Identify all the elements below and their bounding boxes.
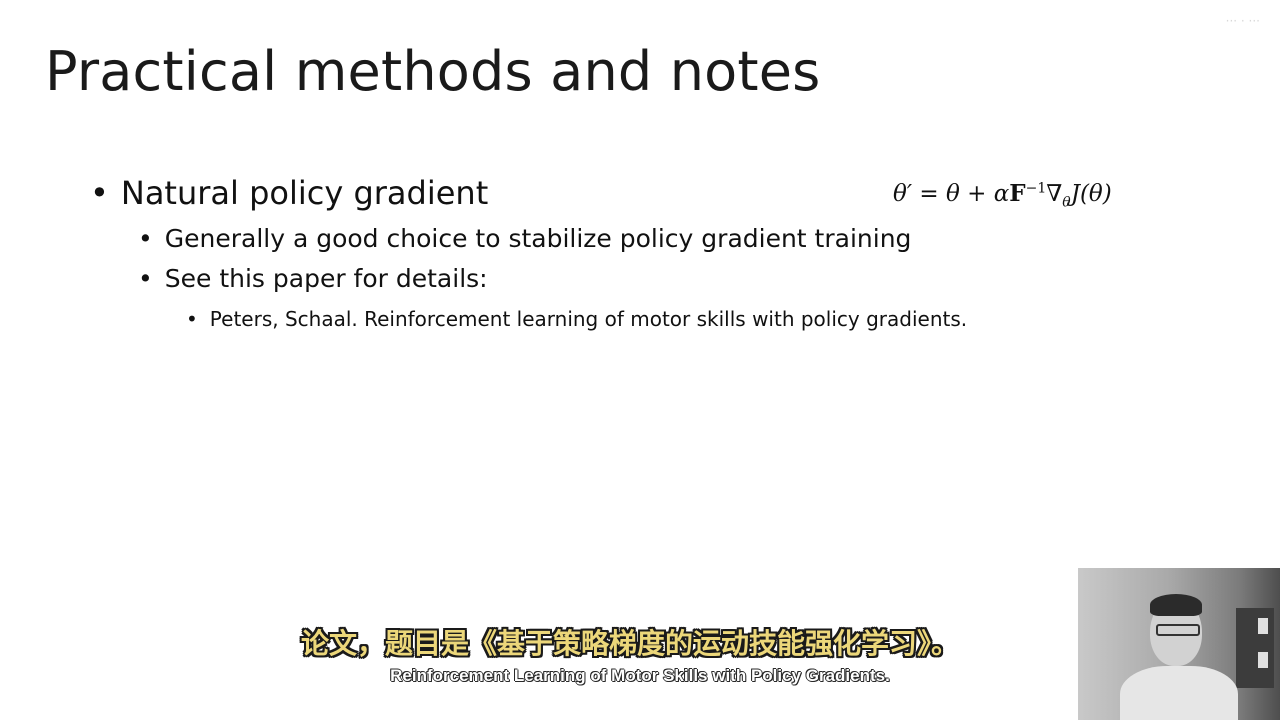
formula-lhs: θ′ = θ + α [893, 181, 1010, 207]
bullet-text: Generally a good choice to stabilize pol… [164, 224, 912, 253]
webcam-shelf-item [1258, 652, 1268, 668]
bullet-dot: • [90, 174, 109, 212]
webcam-shelf-item [1258, 618, 1268, 634]
bullet-text: See this paper for details: [164, 264, 488, 293]
sub-bullet-see-paper: • See this paper for details: [138, 264, 488, 293]
formula-nabla: ∇ [1046, 181, 1063, 207]
presenter-webcam [1078, 568, 1280, 720]
bullet-text: Natural policy gradient [120, 174, 489, 212]
formula-inverse-power: −1 [1025, 180, 1047, 197]
formula-rhs: J(θ) [1070, 181, 1112, 207]
presenter-body [1120, 666, 1238, 720]
bullet-dot: • [186, 307, 198, 331]
sub-sub-bullet-citation: • Peters, Schaal. Reinforcement learning … [186, 307, 967, 331]
formula-theta-sub: θ [1062, 194, 1071, 211]
presenter-hair [1150, 594, 1202, 616]
sub-bullet-good-choice: • Generally a good choice to stabilize po… [138, 224, 911, 253]
subtitle-chinese: 论文，题目是《基于策略梯度的运动技能强化学习》。 [300, 627, 959, 660]
slide-title: Practical methods and notes [45, 40, 821, 103]
presenter-glasses [1156, 624, 1200, 636]
bullet-natural-policy-gradient: • Natural policy gradient [90, 174, 488, 212]
citation-text: Peters, Schaal. Reinforcement learning o… [209, 307, 968, 331]
bullet-dot: • [138, 224, 153, 253]
bullet-dot: • [138, 264, 153, 293]
watermark: ··· · ··· [1225, 14, 1260, 28]
subtitle-english: Reinforcement Learning of Motor Skills w… [390, 666, 890, 685]
npg-update-formula: θ′ = θ + αF−1∇θJ(θ) [893, 180, 1112, 211]
formula-fisher-matrix: F [1009, 180, 1026, 207]
